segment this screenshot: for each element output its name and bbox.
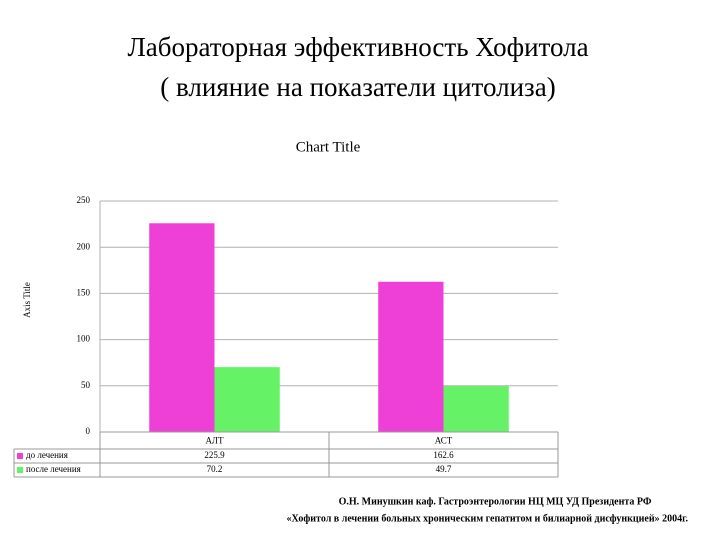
bar (149, 223, 215, 432)
footer-line: «Хофитол в лечении больных хроническим г… (286, 513, 688, 524)
x-tick-label: АЛТ (205, 436, 224, 446)
slide-subtitle: ( влияние на показатели цитолиза) (160, 72, 555, 102)
bar (378, 281, 444, 432)
table-value: 162.6 (433, 450, 454, 460)
legend-swatch (17, 453, 23, 459)
table-value: 49.7 (436, 464, 452, 474)
legend-label: до лечения (26, 450, 68, 460)
table-value: 70.2 (207, 464, 223, 474)
legend-label: после лечения (26, 464, 81, 474)
bar (214, 367, 280, 432)
chart-title: Chart Title (296, 139, 361, 155)
x-tick-label: АСТ (435, 436, 453, 446)
legend-swatch (17, 467, 23, 473)
y-tick-label: 150 (77, 287, 91, 297)
table-value: 225.9 (204, 450, 225, 460)
y-tick-label: 100 (77, 334, 91, 344)
bar (443, 386, 509, 432)
footer-line: О.Н. Минушкин каф. Гастроэнтерологии НЦ … (339, 496, 652, 507)
y-tick-label: 250 (77, 195, 91, 205)
y-tick-label: 200 (77, 241, 91, 251)
y-tick-label: 50 (81, 380, 91, 390)
y-tick-label: 0 (86, 426, 91, 436)
y-axis-title: Axis Title (22, 282, 32, 318)
slide-title: Лабораторная эффективность Хофитола (127, 32, 588, 62)
